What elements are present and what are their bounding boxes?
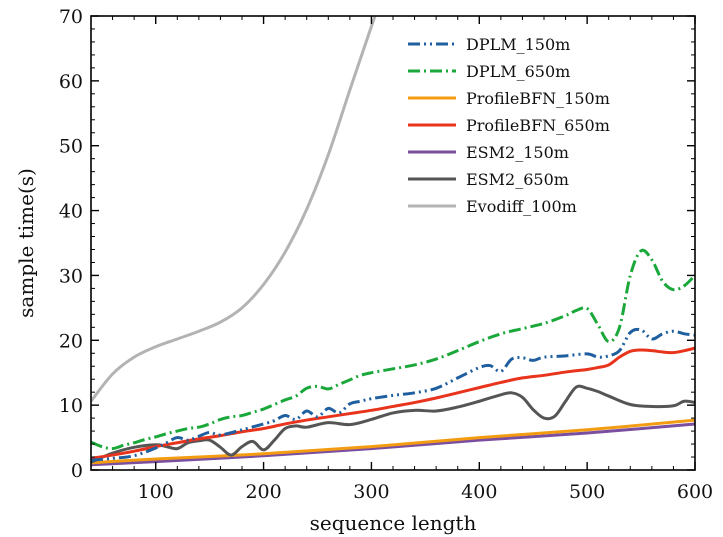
plot-frame	[90, 15, 696, 471]
y-tick-label: 40	[59, 201, 83, 223]
tick-layer: 100 200 300 400 500 600 0 10 20 30 40 50 60 70	[59, 6, 713, 503]
y-axis-title: sample time(s)	[14, 168, 38, 318]
x-tick-label: 500	[569, 481, 605, 503]
series-line-esm2-150m	[91, 422, 695, 467]
legend-label: ProfileBFN_150m	[466, 89, 610, 108]
x-tick-label: 100	[138, 481, 174, 503]
y-tick-label: 20	[59, 330, 83, 352]
series-line-profilebfn-150m	[91, 418, 695, 465]
x-axis-title: sequence length	[310, 511, 477, 535]
y-tick-label: 60	[59, 71, 83, 93]
legend-label: Evodiff_100m	[466, 197, 577, 216]
series-line-profilebfn-650m	[91, 346, 695, 460]
x-tick-label: 600	[677, 481, 713, 503]
legend-label: ESM2_650m	[466, 170, 569, 189]
legend-label: ESM2_150m	[466, 143, 569, 162]
legend-label: DPLM_650m	[466, 62, 570, 81]
y-tick-label: 50	[59, 136, 83, 158]
y-tick-label: 70	[59, 6, 83, 28]
y-tick-label: 30	[59, 265, 83, 287]
y-tick-label: 0	[71, 460, 83, 482]
series-line-evodiff-100m	[91, 16, 377, 403]
series-layer	[91, 16, 695, 467]
legend-label: ProfileBFN_650m	[466, 116, 610, 135]
legend-label: DPLM_150m	[466, 35, 570, 54]
series-line-esm2-650m	[91, 384, 695, 464]
x-tick-label: 300	[353, 481, 389, 503]
series-line-dplm-150m	[91, 327, 695, 462]
series-line-dplm-650m	[91, 248, 695, 451]
x-tick-label: 400	[461, 481, 497, 503]
y-tick-label: 10	[59, 395, 83, 417]
x-tick-label: 200	[245, 481, 281, 503]
legend: DPLM_150m DPLM_650m ProfileBFN_150m Profile…	[408, 35, 610, 216]
